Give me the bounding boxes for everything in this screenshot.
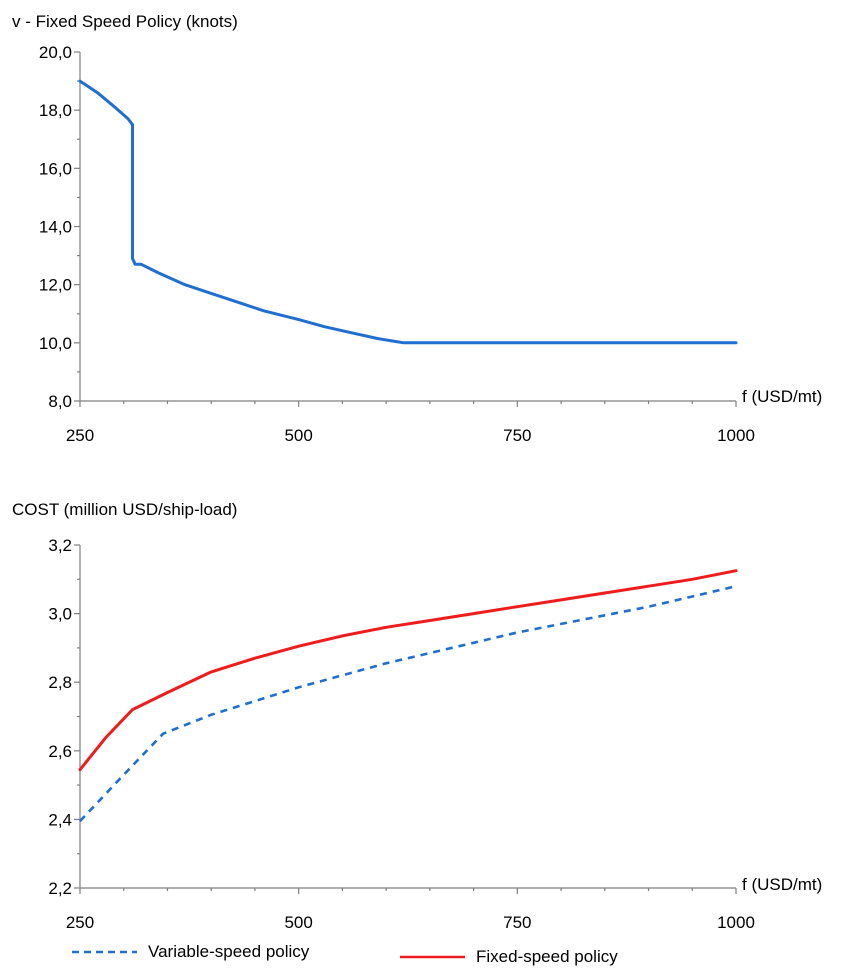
cost-chart: COST (million USD/ship-load) f (USD/mt) …	[12, 500, 822, 932]
chart-title: v - Fixed Speed Policy (knots)	[12, 12, 238, 31]
chart-title: COST (million USD/ship-load)	[12, 500, 237, 519]
series-line	[79, 584, 737, 822]
y-tick-label: 3,0	[48, 605, 72, 624]
x-tick-label: 750	[503, 913, 531, 932]
y-tick-label: 20,0	[39, 43, 72, 62]
y-tick-label: 18,0	[39, 101, 72, 120]
y-tick-label: 3,2	[48, 536, 72, 555]
legend-entry-fixed-speed: Fixed-speed policy	[476, 947, 618, 966]
series-line	[78, 569, 738, 772]
y-tick-label: 8,0	[48, 392, 72, 411]
x-axis-label: f (USD/mt)	[742, 387, 822, 406]
x-tick-label: 250	[66, 426, 94, 445]
y-tick-label: 2,8	[48, 673, 72, 692]
legend: Variable-speed policy Fixed-speed policy	[72, 942, 618, 966]
y-tick-label: 2,2	[48, 879, 72, 898]
x-tick-label: 500	[284, 426, 312, 445]
y-tick-label: 14,0	[39, 218, 72, 237]
x-tick-label: 500	[284, 913, 312, 932]
y-tick-label: 2,4	[48, 810, 72, 829]
x-tick-label: 750	[503, 426, 531, 445]
y-tick-label: 10,0	[39, 334, 72, 353]
x-tick-label: 250	[66, 913, 94, 932]
x-tick-label: 1000	[717, 426, 755, 445]
legend-entry-variable-speed: Variable-speed policy	[148, 942, 310, 961]
y-tick-label: 16,0	[39, 159, 72, 178]
fixed-speed-chart: v - Fixed Speed Policy (knots) f (USD/mt…	[12, 12, 822, 445]
x-tick-label: 1000	[717, 913, 755, 932]
series-line	[78, 79, 738, 345]
x-axis-label: f (USD/mt)	[742, 875, 822, 894]
y-tick-label: 12,0	[39, 276, 72, 295]
y-tick-label: 2,6	[48, 742, 72, 761]
